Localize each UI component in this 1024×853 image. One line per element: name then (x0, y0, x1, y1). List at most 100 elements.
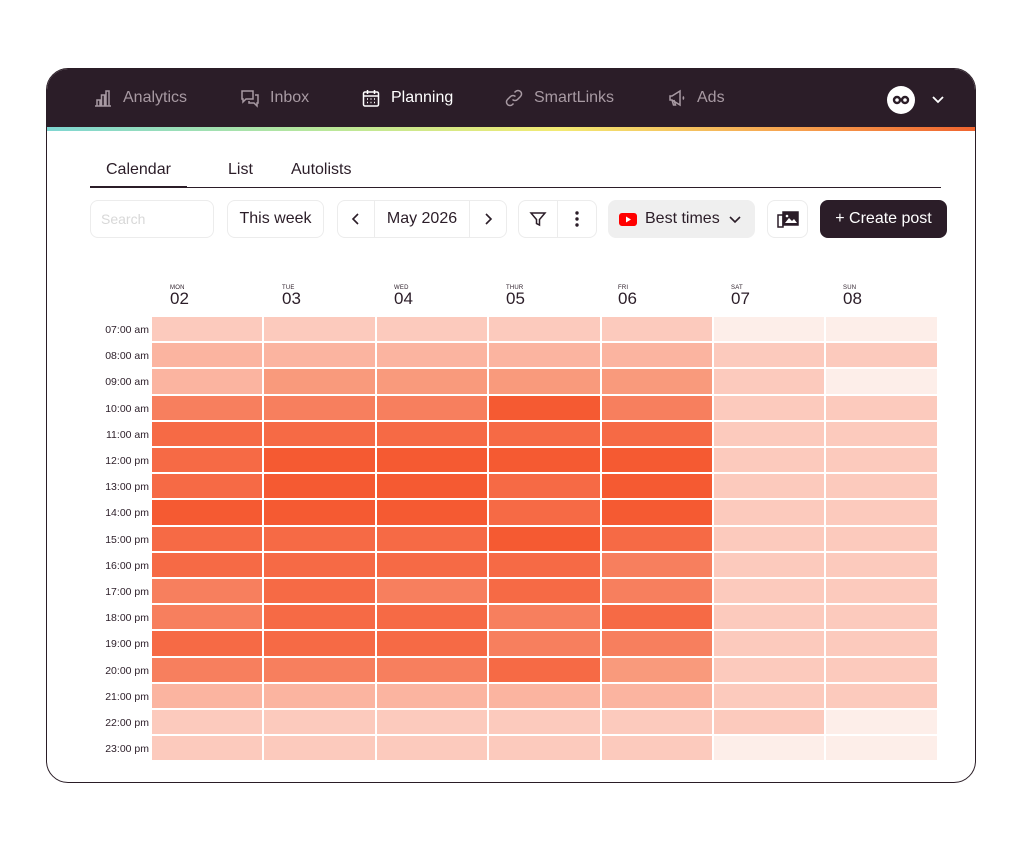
heatmap-cell[interactable] (489, 605, 600, 630)
media-library-button[interactable] (767, 200, 808, 238)
heatmap-cell[interactable] (376, 657, 488, 682)
heatmap-cell[interactable] (152, 421, 263, 446)
heatmap-cell[interactable] (489, 710, 600, 735)
heatmap-cell[interactable] (714, 710, 825, 735)
heatmap-cell[interactable] (264, 448, 375, 473)
heatmap-cell[interactable] (264, 579, 375, 604)
heatmap-cell[interactable] (714, 552, 825, 577)
tab-calendar[interactable]: Calendar (90, 161, 187, 188)
heatmap-cell[interactable] (489, 552, 600, 577)
heatmap-cell[interactable] (601, 710, 712, 735)
heatmap-cell[interactable] (601, 500, 712, 525)
heatmap-cell[interactable] (601, 579, 712, 604)
heatmap-cell[interactable] (376, 500, 488, 525)
previous-month-button[interactable] (338, 201, 375, 237)
heatmap-cell[interactable] (601, 526, 712, 551)
account-avatar[interactable] (887, 86, 915, 114)
heatmap-cell[interactable] (264, 552, 375, 577)
heatmap-cell[interactable] (714, 631, 825, 656)
heatmap-cell[interactable] (601, 317, 712, 342)
heatmap-cell[interactable] (601, 474, 712, 499)
heatmap-cell[interactable] (826, 579, 937, 604)
heatmap-cell[interactable] (601, 343, 712, 368)
heatmap-cell[interactable] (489, 395, 600, 420)
heatmap-cell[interactable] (489, 579, 600, 604)
heatmap-cell[interactable] (826, 395, 937, 420)
best-times-dropdown[interactable]: Best times (608, 200, 755, 238)
heatmap-cell[interactable] (376, 683, 488, 708)
heatmap-cell[interactable] (152, 474, 263, 499)
heatmap-cell[interactable] (489, 448, 600, 473)
heatmap-cell[interactable] (826, 552, 937, 577)
heatmap-cell[interactable] (714, 317, 825, 342)
heatmap-cell[interactable] (264, 317, 375, 342)
heatmap-cell[interactable] (714, 657, 825, 682)
heatmap-cell[interactable] (376, 317, 488, 342)
heatmap-cell[interactable] (152, 500, 263, 525)
heatmap-cell[interactable] (264, 395, 375, 420)
heatmap-cell[interactable] (376, 631, 488, 656)
heatmap-cell[interactable] (152, 317, 263, 342)
nav-ads[interactable]: Ads (667, 69, 725, 127)
heatmap-cell[interactable] (826, 710, 937, 735)
heatmap-cell[interactable] (376, 448, 488, 473)
heatmap-cell[interactable] (152, 710, 263, 735)
heatmap-cell[interactable] (489, 500, 600, 525)
heatmap-cell[interactable] (264, 421, 375, 446)
heatmap-cell[interactable] (376, 421, 488, 446)
heatmap-cell[interactable] (489, 343, 600, 368)
heatmap-cell[interactable] (826, 369, 937, 394)
heatmap-cell[interactable] (489, 369, 600, 394)
heatmap-cell[interactable] (714, 526, 825, 551)
heatmap-cell[interactable] (826, 736, 937, 761)
heatmap-cell[interactable] (489, 683, 600, 708)
heatmap-cell[interactable] (376, 474, 488, 499)
date-range-button[interactable]: This week (227, 200, 324, 238)
heatmap-cell[interactable] (152, 657, 263, 682)
next-month-button[interactable] (469, 201, 506, 237)
heatmap-cell[interactable] (714, 683, 825, 708)
heatmap-cell[interactable] (714, 448, 825, 473)
heatmap-cell[interactable] (826, 631, 937, 656)
heatmap-cell[interactable] (264, 710, 375, 735)
heatmap-cell[interactable] (601, 552, 712, 577)
heatmap-cell[interactable] (826, 657, 937, 682)
heatmap-cell[interactable] (489, 526, 600, 551)
heatmap-cell[interactable] (601, 605, 712, 630)
heatmap-cell[interactable] (826, 317, 937, 342)
heatmap-cell[interactable] (152, 683, 263, 708)
heatmap-cell[interactable] (264, 500, 375, 525)
nav-smartlinks[interactable]: SmartLinks (504, 69, 614, 127)
heatmap-cell[interactable] (714, 474, 825, 499)
heatmap-cell[interactable] (714, 605, 825, 630)
heatmap-cell[interactable] (264, 736, 375, 761)
heatmap-cell[interactable] (376, 605, 488, 630)
tab-autolists[interactable]: Autolists (291, 161, 352, 178)
heatmap-cell[interactable] (489, 317, 600, 342)
heatmap-cell[interactable] (826, 605, 937, 630)
heatmap-cell[interactable] (152, 343, 263, 368)
heatmap-cell[interactable] (714, 500, 825, 525)
heatmap-cell[interactable] (152, 631, 263, 656)
nav-analytics[interactable]: Analytics (93, 69, 187, 127)
heatmap-cell[interactable] (714, 579, 825, 604)
heatmap-cell[interactable] (714, 736, 825, 761)
heatmap-cell[interactable] (826, 474, 937, 499)
heatmap-cell[interactable] (376, 395, 488, 420)
heatmap-cell[interactable] (826, 448, 937, 473)
heatmap-cell[interactable] (601, 448, 712, 473)
more-options-button[interactable] (558, 201, 596, 237)
heatmap-cell[interactable] (489, 421, 600, 446)
search-input[interactable]: Search (90, 200, 214, 238)
heatmap-cell[interactable] (264, 343, 375, 368)
heatmap-cell[interactable] (152, 579, 263, 604)
heatmap-cell[interactable] (264, 631, 375, 656)
heatmap-cell[interactable] (152, 736, 263, 761)
heatmap-cell[interactable] (376, 552, 488, 577)
heatmap-cell[interactable] (264, 369, 375, 394)
heatmap-cell[interactable] (489, 736, 600, 761)
heatmap-cell[interactable] (826, 500, 937, 525)
heatmap-cell[interactable] (714, 421, 825, 446)
heatmap-cell[interactable] (601, 736, 712, 761)
heatmap-cell[interactable] (264, 657, 375, 682)
